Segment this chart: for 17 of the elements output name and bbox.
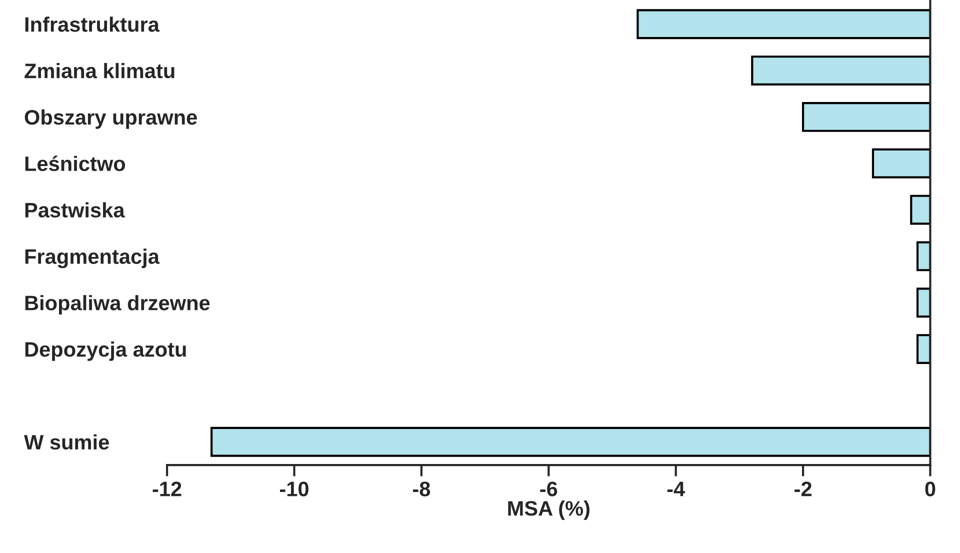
x-tick-label: -12 [152,482,182,496]
y-tick-label: Obszary uprawne [24,109,197,129]
x-tick-label: -10 [280,482,308,496]
y-tick-label: Pastwiska [25,202,125,218]
x-axis-title: MSA (%) [508,500,590,520]
x-tick-label: -4 [667,482,685,496]
y-tick-label: Biopaliwa drzewne [25,295,210,314]
y-tick-label: Depozycja azotu [25,341,186,361]
x-tick-label: 0 [925,482,936,496]
x-tick-label: -8 [412,482,430,496]
y-tick-label: Infrastruktura [25,16,160,32]
x-tick-label: -6 [540,482,558,496]
y-tick-label: W sumie [24,434,109,450]
y-tick-label: Leśnictwo [25,156,126,172]
x-tick-label: -2 [794,482,812,496]
y-tick-label: Fragmentacja [25,248,160,268]
y-tick-label: Zmiana klimatu [24,63,174,78]
